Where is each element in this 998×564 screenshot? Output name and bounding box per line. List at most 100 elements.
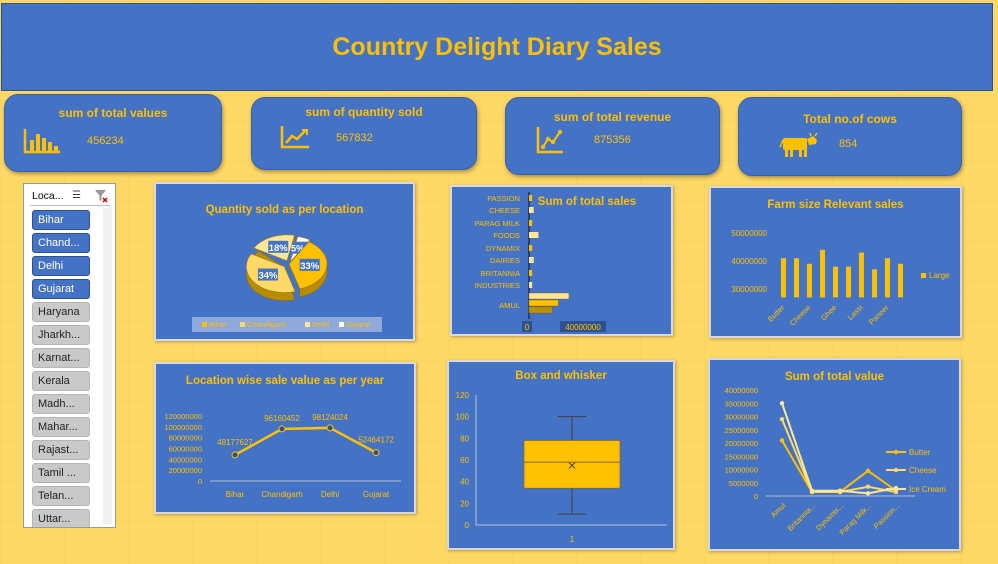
x-tick-label: Amul xyxy=(769,501,788,520)
legend-label: Bihar xyxy=(209,320,227,329)
dashboard-header: Country Delight Diary Sales xyxy=(1,3,993,91)
slicer-item[interactable]: Tamil ... xyxy=(32,463,90,483)
slicer-item[interactable]: Mahar... xyxy=(32,417,90,437)
bar xyxy=(529,245,533,251)
slicer-item[interactable]: Chand... xyxy=(32,233,90,253)
bar xyxy=(794,258,799,298)
legend-label: Chandigarh xyxy=(247,320,286,329)
y-tick-label: 20000000 xyxy=(725,439,758,448)
category-label: DAIRIES xyxy=(490,256,520,265)
slicer-item[interactable]: Bihar xyxy=(32,210,90,230)
data-point xyxy=(372,449,380,457)
category-label: DYNAMIX xyxy=(486,244,520,253)
y-tick-label: 120 xyxy=(456,391,470,400)
y-tick-label: 40000000 xyxy=(731,257,767,266)
slicer-title: Loca... xyxy=(32,190,64,202)
y-tick-label: 40000000 xyxy=(725,386,758,395)
y-tick-label: 100 xyxy=(456,413,470,422)
legend-swatch xyxy=(921,273,926,278)
x-tick-label: Ghee xyxy=(819,303,838,322)
data-point xyxy=(809,488,815,493)
series-line xyxy=(781,402,897,495)
clear-filter-icon[interactable] xyxy=(94,189,108,203)
chart-title: Sum of total value xyxy=(784,371,885,383)
kpi-title: sum of total values xyxy=(58,106,168,120)
x-tick-label: Lassi xyxy=(846,303,865,322)
y-tick-label: 15000000 xyxy=(725,452,758,461)
slicer-item[interactable]: Telan... xyxy=(32,486,90,506)
chart-title: Quantity sold as per location xyxy=(205,204,364,216)
slicer-header: Loca... ☰ xyxy=(30,188,110,206)
slicer-item[interactable]: Rajast... xyxy=(32,440,90,460)
y-tick-label: 40 xyxy=(460,478,469,487)
data-point xyxy=(779,416,785,422)
chart-title: Box and whisker xyxy=(515,370,607,382)
bar xyxy=(528,306,553,314)
slicer-item[interactable]: Delhi xyxy=(32,256,90,276)
bar xyxy=(781,258,786,298)
bar xyxy=(885,258,890,298)
y-tick-label: 35000000 xyxy=(725,399,758,408)
bar xyxy=(833,266,838,298)
location-slicer[interactable]: Loca... ☰ Bihar Chand... Delhi Gujarat Harya… xyxy=(23,183,116,528)
data-point xyxy=(779,438,785,443)
slicer-scrollbar[interactable] xyxy=(103,208,112,524)
data-point xyxy=(278,425,286,433)
trend-chart-icon xyxy=(536,127,563,154)
kpi-value: 875356 xyxy=(594,134,631,146)
chart-farm-size-sales[interactable]: Farm size Relevant sales 50000000 4000000… xyxy=(709,186,962,338)
x-tick-label: Paneer xyxy=(867,303,891,327)
multi-line-chart: 40000000 35000000 30000000 25000000 20000000… xyxy=(725,386,947,537)
chart-title: Farm size Relevant sales xyxy=(767,199,904,211)
y-tick-label: 60000000 xyxy=(169,445,202,454)
slicer-item[interactable]: Karnat... xyxy=(32,348,90,368)
legend-swatch xyxy=(339,322,344,327)
legend-label: Butter xyxy=(909,448,931,457)
chart-location-sale-value[interactable]: Location wise sale value as per year 120… xyxy=(154,362,416,514)
legend-label: Large xyxy=(929,271,950,280)
category-label: PASSION xyxy=(487,194,520,203)
kpi-card-quantity-sold[interactable]: sum of quantity sold 567832 xyxy=(251,97,477,170)
bar xyxy=(859,252,864,298)
kpi-card-total-revenue[interactable]: sum of total revenue 875356 xyxy=(505,97,720,175)
cow-icon xyxy=(779,132,818,157)
kpi-card-total-values[interactable]: sum of total values 456234 xyxy=(4,94,222,172)
chart-sum-total-value[interactable]: Sum of total value 40000000 35000000 30000… xyxy=(708,358,961,551)
slicer-item[interactable]: Jharkh... xyxy=(32,325,90,345)
bar xyxy=(846,266,851,298)
bar xyxy=(529,220,533,226)
category-label: PARAG MILK xyxy=(475,219,520,228)
legend-marker xyxy=(893,486,899,492)
data-label: 18% xyxy=(269,243,289,254)
slicer-item[interactable]: Madh... xyxy=(32,394,90,414)
kpi-title: sum of quantity sold xyxy=(305,105,423,119)
x-tick-label: Passion... xyxy=(872,501,902,531)
chart-quantity-by-location[interactable]: Quantity sold as per location 5% 33% 34% 18… xyxy=(154,182,415,341)
data-label: 52464172 xyxy=(358,436,394,445)
y-tick-label: 0 xyxy=(198,477,202,486)
legend-swatch xyxy=(240,322,245,327)
line-chart: 120000000 100000000 80000000 60000000400000… xyxy=(164,412,401,499)
data-point xyxy=(779,401,785,406)
slicer-item[interactable]: Haryana xyxy=(32,302,90,322)
slicer-item[interactable]: Kerala xyxy=(32,371,90,391)
legend-marker xyxy=(893,467,899,473)
legend-box xyxy=(192,317,382,332)
category-label: AMUL xyxy=(499,301,520,310)
slicer-item[interactable]: Gujarat xyxy=(32,279,90,299)
slicer-item[interactable]: Uttar... xyxy=(32,509,90,527)
data-point xyxy=(231,451,239,459)
kpi-title: Total no.of cows xyxy=(803,112,897,126)
bar-chart-icon xyxy=(23,129,60,154)
bar xyxy=(807,263,812,298)
y-tick-label: 120000000 xyxy=(164,412,202,421)
y-tick-label: 60 xyxy=(460,456,469,465)
category-label: INDUSTRIES xyxy=(475,281,520,290)
chart-box-whisker[interactable]: Box and whisker 120 100 80 60 40 20 0 1 xyxy=(447,360,675,550)
y-tick-label: 30000000 xyxy=(731,285,767,294)
multi-select-icon[interactable]: ☰ xyxy=(72,190,81,201)
y-tick-label: 50000000 xyxy=(731,229,767,238)
box-plot: 120 100 80 60 40 20 0 1 xyxy=(456,391,667,544)
kpi-card-total-cows[interactable]: Total no.of cows 854 xyxy=(738,97,962,176)
chart-sum-total-sales[interactable]: Sum of total sales PASSION CHEESE PARAG MI… xyxy=(450,185,673,336)
